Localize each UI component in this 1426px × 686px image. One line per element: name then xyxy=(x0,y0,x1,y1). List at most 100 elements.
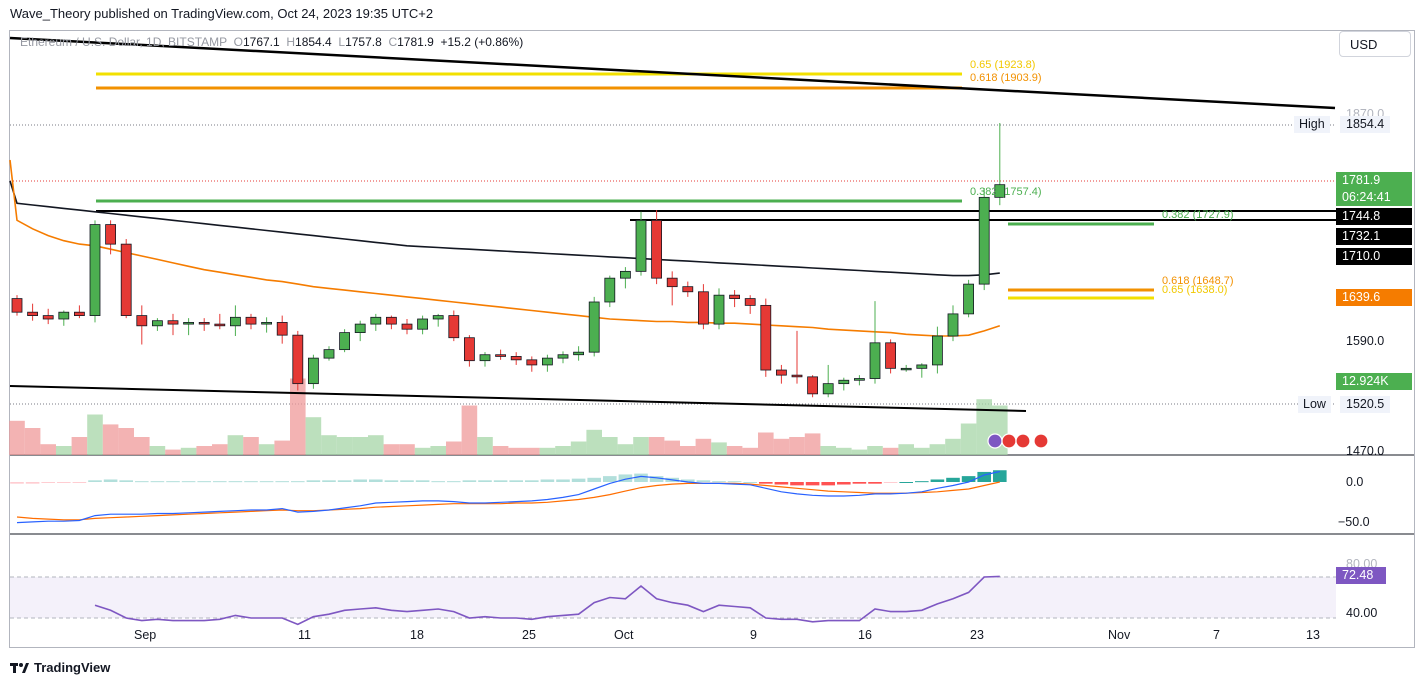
price-tick: 1470.0 xyxy=(1346,444,1385,458)
candle-body xyxy=(354,323,366,334)
volume-bar xyxy=(180,447,197,455)
volume-bar xyxy=(680,446,696,455)
macd-histogram-bar xyxy=(369,479,383,482)
candle-body xyxy=(198,321,210,325)
macd-histogram-bar xyxy=(228,481,243,483)
moving-averages xyxy=(9,159,1001,337)
candle-body xyxy=(916,364,928,369)
volume-bar xyxy=(695,438,712,455)
candle-body xyxy=(900,367,912,371)
candle-body xyxy=(729,294,740,299)
event-flag-icon xyxy=(1033,433,1049,449)
volume-bar xyxy=(633,437,649,455)
candle-body xyxy=(713,294,725,325)
macd-histogram-bar xyxy=(852,482,867,484)
macd-histogram-bar xyxy=(743,482,757,483)
volume-bar xyxy=(524,447,540,455)
macd-pane xyxy=(10,470,1007,524)
event-flag-icon xyxy=(987,433,1003,449)
candle-body xyxy=(588,301,600,353)
rsi-band xyxy=(10,577,1336,618)
tradingview-brand[interactable]: TradingView xyxy=(10,660,110,675)
candle-body xyxy=(526,359,538,366)
fib-label: 0.65 (1923.8) xyxy=(970,59,1036,71)
fib-label: 0.618 (1903.9) xyxy=(970,72,1042,84)
candle-body xyxy=(167,320,179,325)
macd-histogram-bar xyxy=(10,482,24,484)
volume-bar xyxy=(399,444,415,455)
last-price-tag: 1781.9 xyxy=(1336,172,1412,189)
volume-bar xyxy=(492,446,509,455)
macd-histogram-bar xyxy=(447,481,461,483)
macd-histogram-bar xyxy=(57,482,71,483)
candle-body xyxy=(495,354,507,357)
macd-histogram-bar xyxy=(946,477,960,482)
high-label: High xyxy=(1294,116,1330,133)
volume-bar xyxy=(102,424,119,455)
volume-bar xyxy=(446,441,462,455)
volume-bar xyxy=(758,432,774,455)
candle-body xyxy=(42,315,54,320)
candle-body xyxy=(947,313,959,337)
symbol-label[interactable]: Ethereum / U.S. Dollar, 1D, BITSTAMP xyxy=(20,35,227,49)
candle-body xyxy=(276,321,288,336)
volume-bar xyxy=(664,440,680,455)
candle-body xyxy=(807,376,818,395)
time-label: Oct xyxy=(614,628,634,642)
event-flag-icon xyxy=(1015,433,1031,449)
volume-bar xyxy=(867,446,883,455)
volume-bar xyxy=(87,414,103,455)
candle-body xyxy=(417,318,429,330)
open-value: 1767.1 xyxy=(242,35,280,49)
currency-button[interactable]: USD xyxy=(1339,31,1411,57)
candle-body xyxy=(245,316,257,325)
candle-body xyxy=(307,357,319,385)
volume-bar xyxy=(508,447,524,455)
volume-bar xyxy=(352,437,368,455)
ema-50-line xyxy=(9,159,1001,337)
chart-frame[interactable] xyxy=(9,30,1415,648)
macd-histogram-bar xyxy=(493,480,508,482)
macd-histogram-bar xyxy=(400,480,414,482)
macd-histogram-bar xyxy=(525,480,539,482)
candle-body xyxy=(963,283,974,315)
candle-body xyxy=(261,321,273,325)
rsi-value-tag: 72.48 xyxy=(1336,567,1386,584)
volume-layer xyxy=(9,378,1008,455)
volume-bar xyxy=(976,399,992,455)
candle-body xyxy=(776,369,787,376)
macd-tick: −50.0 xyxy=(1338,515,1370,529)
volume-bar xyxy=(820,446,836,455)
candle-body xyxy=(869,342,881,379)
macd-histogram-bar xyxy=(337,480,352,482)
volume-bar xyxy=(258,444,275,455)
macd-histogram-bar xyxy=(213,481,227,483)
macd-signal-line xyxy=(16,481,1000,521)
low-price-tag: 1520.5 xyxy=(1340,396,1391,413)
volume-bar xyxy=(414,447,431,455)
high-price-tag: 1854.4 xyxy=(1340,116,1391,133)
macd-histogram-bar xyxy=(603,476,617,482)
lower-trendline xyxy=(9,385,1027,412)
macd-histogram-bar xyxy=(681,479,695,482)
macd-histogram-bar xyxy=(805,482,820,486)
volume-bar xyxy=(617,444,634,455)
volume-bar xyxy=(726,446,743,455)
candle-body xyxy=(323,349,335,359)
time-label: 23 xyxy=(970,628,984,642)
volume-bar xyxy=(71,437,88,455)
macd-histogram-bar xyxy=(353,479,367,482)
macd-histogram-bar xyxy=(478,480,492,482)
candle-body xyxy=(620,270,631,279)
macd-histogram-bar xyxy=(915,481,929,483)
candle-body xyxy=(698,291,709,325)
time-label: 25 xyxy=(522,628,536,642)
candles-layer xyxy=(11,123,1006,398)
volume-bar xyxy=(165,449,181,455)
candle-body xyxy=(760,304,772,371)
volume-bar xyxy=(898,444,914,455)
macd-histogram-bar xyxy=(259,481,274,483)
fib-label: 0.618 (1648.7) xyxy=(1162,275,1234,287)
candle-body xyxy=(463,337,475,362)
